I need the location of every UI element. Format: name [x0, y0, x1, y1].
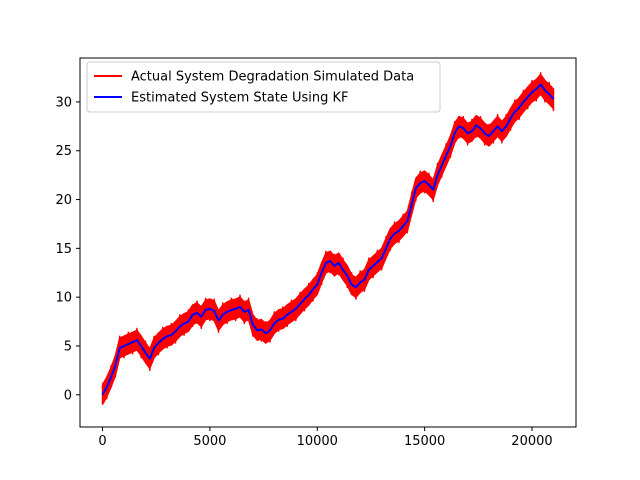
series-estimated-line: [101, 83, 555, 396]
x-tick-label: 0: [98, 434, 106, 449]
x-tick-label: 15000: [404, 434, 445, 449]
legend-label-estimated: Estimated System State Using KF: [131, 91, 348, 106]
y-tick-label: 10: [55, 291, 72, 306]
x-tick-label: 5000: [193, 434, 226, 449]
legend: Actual System Degradation Simulated Data…: [86, 61, 441, 113]
y-tick-label: 0: [64, 388, 72, 403]
x-tick-label: 10000: [297, 434, 338, 449]
axes: 0 5000 10000 15000 20000 0 5 10 15 20 25 30: [55, 57, 577, 449]
x-tick-label: 20000: [511, 434, 552, 449]
y-tick-label: 30: [55, 95, 72, 110]
y-tick-label: 15: [55, 242, 72, 257]
axes-frame: [79, 57, 577, 428]
y-tick-label: 5: [64, 339, 72, 354]
legend-label-actual: Actual System Degradation Simulated Data: [131, 70, 414, 85]
y-tick-label: 20: [55, 193, 72, 208]
y-tick-label: 25: [55, 144, 72, 159]
legend-frame: [86, 61, 441, 113]
plot-area: [101, 72, 555, 405]
